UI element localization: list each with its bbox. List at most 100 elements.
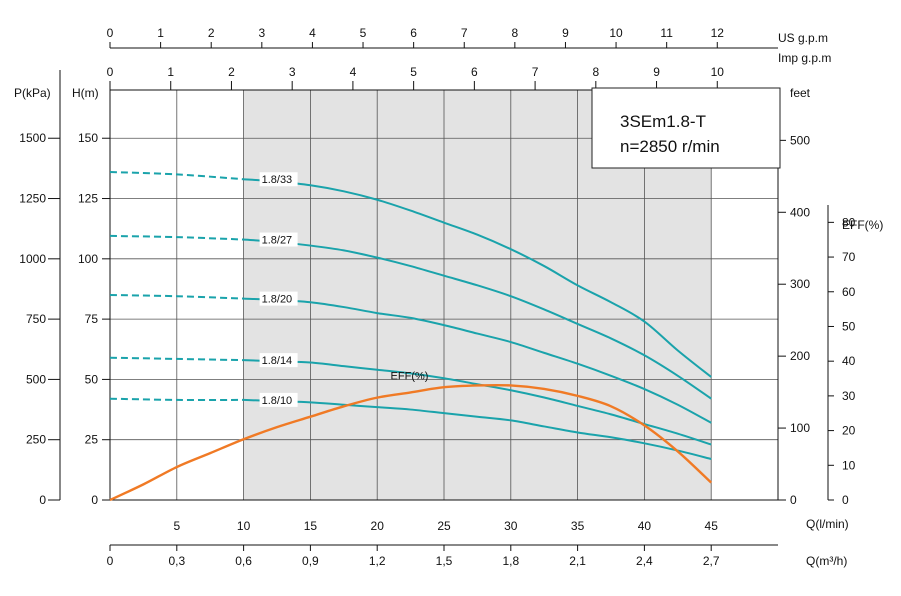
- imp-gpm-tick-label: 10: [711, 65, 725, 79]
- imp-gpm-tick-label: 6: [471, 65, 478, 79]
- flow-lmin-tick-label: 25: [437, 519, 451, 533]
- us-gpm-tick-label: 2: [208, 26, 215, 40]
- us-gpm-tick-label: 12: [711, 26, 725, 40]
- pressure-tick-label: 1500: [19, 131, 46, 145]
- flow-lmin-tick-label: 35: [571, 519, 585, 533]
- imp-gpm-tick-label: 5: [410, 65, 417, 79]
- head-curve-1.8/20: [243, 297, 712, 424]
- imp-gpm-axis-title: Imp g.p.m: [778, 51, 831, 65]
- head-tick-label: 25: [85, 433, 99, 447]
- us-gpm-tick-label: 6: [410, 26, 417, 40]
- efficiency-tick-label: 70: [842, 250, 856, 264]
- imp-gpm-tick-label: 7: [532, 65, 539, 79]
- curve-label-1.8/10: 1.8/10: [262, 395, 293, 407]
- efficiency-tick-label: 50: [842, 319, 856, 333]
- chart-title: 3SEm1.8-T: [620, 112, 706, 131]
- pressure-tick-label: 1250: [19, 192, 46, 206]
- head-curve-dashed-1.8/14: [109, 356, 244, 362]
- head-tick-label: 100: [78, 252, 98, 266]
- pressure-tick-label: 500: [26, 372, 46, 386]
- curve-label-1.8/27: 1.8/27: [262, 235, 293, 247]
- flow-m3h-tick-label: 0,6: [235, 554, 252, 568]
- us-gpm-tick-label: 1: [157, 26, 164, 40]
- flow-lmin-axis-title: Q(l/min): [806, 517, 849, 531]
- us-gpm-tick-label: 11: [660, 26, 673, 40]
- efficiency-curve-label: EFF(%): [391, 370, 429, 382]
- pressure-axis-title: P(kPa): [14, 86, 51, 100]
- feet-tick-label: 200: [790, 349, 810, 363]
- flow-lmin-tick-label: 45: [705, 519, 719, 533]
- efficiency-tick-label: 10: [842, 458, 856, 472]
- flow-lmin-tick-label: 5: [173, 519, 180, 533]
- efficiency-axis-title: EFF(%): [842, 218, 883, 232]
- pressure-tick-label: 1000: [19, 252, 46, 266]
- head-curve-1.8/10: [243, 398, 712, 460]
- curve-label-bg: [259, 353, 298, 368]
- us-gpm-axis-title: US g.p.m: [778, 31, 828, 45]
- imp-gpm-tick-label: 2: [228, 65, 235, 79]
- tick-labels: 5 10 15 20 25 30 35 40 4502550751001251500250500…: [19, 26, 855, 568]
- efficiency-tick-label: 60: [842, 285, 856, 299]
- head-curve-1.8/33: [243, 178, 712, 378]
- curve-label-1.8/20: 1.8/20: [262, 294, 293, 306]
- curve-label-1.8/33: 1.8/33: [262, 174, 293, 186]
- curve-labels: 1.8/33 1.8/27 1.8/20 1.8/14 1.8/10 EFF(%): [259, 172, 429, 407]
- imp-gpm-tick-label: 4: [350, 65, 357, 79]
- head-curve-dashed-1.8/27: [109, 234, 244, 241]
- us-gpm-tick-label: 3: [258, 26, 265, 40]
- flow-m3h-tick-label: 0,9: [302, 554, 319, 568]
- head-tick-label: 0: [91, 493, 98, 507]
- head-curve-1.8/14: [243, 359, 712, 446]
- pressure-tick-label: 250: [26, 433, 46, 447]
- curve-label-bg: [259, 232, 298, 247]
- head-curve-dashed-1.8/33: [109, 171, 244, 181]
- curve-label-1.8/14: 1.8/14: [262, 355, 293, 367]
- head-curve-dashed-1.8/10: [109, 397, 244, 402]
- imp-gpm-tick-label: 3: [289, 65, 296, 79]
- flow-lmin-tick-label: 10: [237, 519, 251, 533]
- efficiency-tick-label: 30: [842, 389, 856, 403]
- pressure-tick-label: 0: [39, 493, 46, 507]
- us-gpm-tick-label: 4: [309, 26, 316, 40]
- us-gpm-tick-label: 7: [461, 26, 468, 40]
- flow-m3h-tick-label: 1,5: [436, 554, 453, 568]
- feet-tick-label: 0: [790, 493, 797, 507]
- flow-m3h-tick-label: 2,7: [703, 554, 720, 568]
- imp-gpm-tick-label: 8: [592, 65, 599, 79]
- flow-m3h-tick-label: 0,3: [168, 554, 185, 568]
- flow-m3h-tick-label: 2,1: [569, 554, 586, 568]
- title-box: [591, 87, 781, 169]
- efficiency-tick-label: 40: [842, 354, 856, 368]
- head-axis-title: H(m): [72, 86, 99, 100]
- head-curve-1.8/27: [243, 238, 712, 400]
- feet-axis-title: feet: [790, 86, 811, 100]
- us-gpm-tick-label: 5: [360, 26, 367, 40]
- head-curve-dashed-1.8/20: [109, 294, 244, 300]
- efficiency-tick-label: 20: [842, 424, 856, 438]
- efficiency-tick-label: 80: [842, 215, 856, 229]
- flow-lmin-tick-label: 20: [371, 519, 385, 533]
- feet-tick-label: 500: [790, 133, 810, 147]
- curve-label-bg: [259, 392, 298, 407]
- head-tick-label: 75: [85, 312, 99, 326]
- efficiency-tick-label: 0: [842, 493, 849, 507]
- flow-lmin-tick-label: 40: [638, 519, 652, 533]
- feet-tick-label: 100: [790, 421, 810, 435]
- flow-m3h-axis-title: Q(m³/h): [806, 554, 847, 568]
- imp-gpm-tick-label: 1: [167, 65, 174, 79]
- curve-label-bg: [259, 291, 298, 306]
- curves: [109, 171, 713, 502]
- curve-label-bg: [259, 172, 298, 187]
- us-gpm-tick-label: 0: [107, 26, 114, 40]
- head-tick-label: 50: [85, 372, 99, 386]
- efficiency-curve: [109, 383, 713, 502]
- imp-gpm-tick-label: 9: [653, 65, 660, 79]
- flow-m3h-tick-label: 2,4: [636, 554, 653, 568]
- feet-tick-label: 300: [790, 277, 810, 291]
- flow-lmin-tick-label: 30: [504, 519, 518, 533]
- chart-subtitle: n=2850 r/min: [620, 137, 720, 156]
- us-gpm-tick-label: 8: [512, 26, 519, 40]
- pressure-tick-label: 750: [26, 312, 46, 326]
- us-gpm-tick-label: 10: [609, 26, 623, 40]
